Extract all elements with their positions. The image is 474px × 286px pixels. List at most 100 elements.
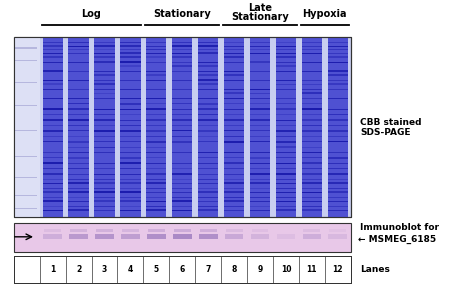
Bar [276,141,296,143]
Bar [198,114,219,115]
Bar [43,173,63,175]
Bar [276,75,296,76]
Bar [43,37,63,217]
Bar [146,98,166,99]
Bar [200,229,217,232]
Bar [224,89,244,90]
Bar [146,146,166,148]
Bar [224,46,244,47]
Bar [16,177,37,178]
Bar [276,146,296,148]
Bar [226,229,243,232]
Bar [302,71,322,72]
Bar [302,182,322,184]
Bar [198,188,219,189]
Bar [302,108,322,110]
Bar [225,234,244,239]
Bar [120,109,141,110]
Bar [68,188,89,189]
Bar [198,163,219,164]
Bar [198,103,219,104]
Bar [198,130,219,132]
Bar [172,130,192,131]
Bar [224,191,244,193]
Bar [68,125,89,126]
Bar [146,179,166,180]
Bar [146,114,166,115]
Bar [302,98,322,99]
Bar [224,125,244,126]
Text: Stationary: Stationary [154,9,211,19]
Bar [120,147,141,148]
Bar [328,114,348,115]
Bar [224,206,244,207]
Bar [146,45,166,47]
Bar [250,108,270,110]
Bar [43,206,63,207]
Bar [96,229,113,232]
Bar [328,234,347,239]
Bar [302,141,322,142]
Bar [302,136,322,137]
Bar [198,125,219,126]
Bar [250,98,270,99]
Bar [120,168,141,169]
Bar [120,152,141,154]
Bar [94,141,115,142]
Bar [172,179,192,180]
Bar [94,89,115,90]
Bar [224,152,244,153]
Bar [224,53,244,54]
Bar [120,49,141,50]
Bar [303,229,320,232]
Bar [276,37,296,217]
Bar [146,173,166,175]
Text: 2: 2 [76,265,81,274]
Bar [146,125,166,126]
Bar [302,173,322,175]
Bar [198,37,219,217]
Bar [94,84,115,85]
Text: 5: 5 [154,265,159,274]
Bar [198,209,219,211]
Bar [122,229,139,232]
Text: Lanes: Lanes [360,265,390,274]
Bar [224,98,244,99]
Text: Stationary: Stationary [231,12,289,22]
Bar [172,163,192,164]
Bar [172,168,192,169]
Bar [68,147,89,148]
Bar [120,191,141,193]
Bar [224,141,244,143]
Bar [172,89,192,90]
Bar [68,80,89,81]
Bar [68,37,89,217]
Bar [328,141,348,142]
Bar [146,89,166,90]
Bar [276,206,296,207]
Bar [224,147,244,148]
Bar [43,234,62,239]
Bar [174,229,191,232]
Bar [224,65,244,66]
Bar [276,136,296,137]
Bar [276,93,296,94]
Bar [94,182,115,184]
Bar [44,229,61,232]
Bar [68,62,89,63]
Bar [198,197,219,198]
Bar [68,49,89,50]
Text: Hypoxia: Hypoxia [302,9,347,19]
Text: 3: 3 [102,265,107,274]
Bar [68,98,89,99]
Bar [120,157,141,158]
Bar [120,200,141,202]
Bar [94,136,115,137]
Bar [224,80,244,81]
Bar [120,197,141,198]
Text: 9: 9 [257,265,263,274]
Bar [224,162,244,164]
Bar [276,125,296,126]
Bar [120,42,141,43]
Bar [328,200,348,202]
